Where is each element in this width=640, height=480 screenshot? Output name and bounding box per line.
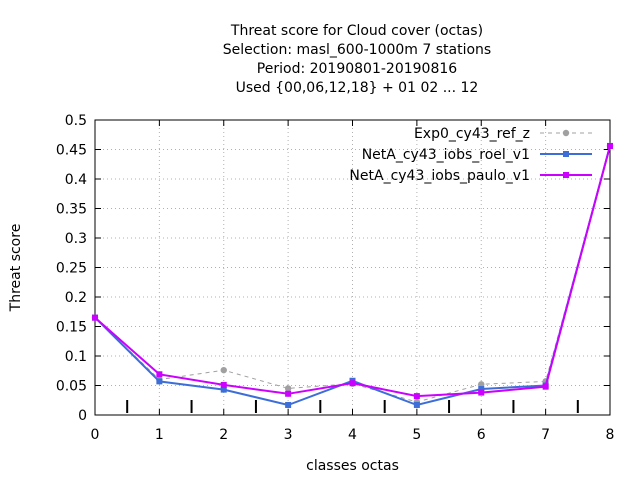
data-point [478,386,485,393]
title-line-1: Selection: masl_600-1000m 7 stations [223,42,491,58]
legend-marker [562,129,570,137]
x-tick-label: 6 [477,427,486,443]
title-line-0: Threat score for Cloud cover (octas) [230,23,483,39]
y-tick-label: 0.15 [56,320,87,336]
legend-label: NetA_cy43_iobs_roel_v1 [362,147,530,163]
legend-item-0: Exp0_cy43_ref_z [414,126,592,142]
data-point [478,389,485,396]
axis-ticks: 0 0.05 0.1 0.15 0.2 0.25 0.3 0.35 0.4 0.45 0.5 0 1 2 3… [56,113,615,443]
class-bin-markers [126,400,579,413]
data-point [285,401,292,408]
x-tick-label: 5 [412,427,421,443]
data-point [413,393,420,400]
data-point [220,366,227,374]
grid [95,120,610,415]
legend-label: NetA_cy43_iobs_paulo_v1 [349,168,530,184]
data-point [92,314,98,321]
y-tick-label: 0.05 [56,379,87,395]
legend-label: Exp0_cy43_ref_z [414,126,530,142]
y-tick-label: 0.4 [65,172,87,188]
y-tick-label: 0.35 [56,202,87,218]
legend-item-1: NetA_cy43_iobs_roel_v1 [362,147,592,163]
legend: Exp0_cy43_ref_z NetA_cy43_iobs_roel_v1 Net… [349,126,592,184]
x-tick-label: 4 [348,427,357,443]
x-tick-label: 8 [606,427,615,443]
y-axis-label: Threat score [8,224,24,313]
y-tick-label: 0.1 [65,349,87,365]
series-2 [92,142,613,400]
legend-marker [563,172,569,178]
y-tick-label: 0 [78,408,87,424]
y-tick-label: 0.3 [65,231,87,247]
series [91,142,614,408]
data-point [156,371,163,378]
y-tick-label: 0.5 [65,113,87,129]
x-tick-label: 7 [541,427,550,443]
title-line-2: Period: 20190801-20190816 [257,61,457,77]
data-point [285,390,292,397]
data-point [413,401,420,408]
y-tick-label: 0.2 [65,290,87,306]
chart-title: Threat score for Cloud cover (octas) Sele… [223,23,491,96]
y-tick-label: 0.25 [56,261,87,277]
data-point [284,385,292,392]
data-point [542,383,549,390]
legend-item-2: NetA_cy43_iobs_paulo_v1 [349,168,592,184]
title-line-3: Used {00,06,12,18} + 01 02 ... 12 [236,80,479,96]
data-point [156,378,163,385]
legend-marker [563,151,569,157]
x-tick-label: 1 [155,427,164,443]
y-tick-label: 0.45 [56,143,87,159]
x-tick-label: 2 [219,427,228,443]
x-tick-label: 0 [91,427,100,443]
data-point [349,380,356,387]
data-point [220,381,227,388]
x-axis-label: classes octas [306,458,399,474]
data-point [607,142,613,149]
data-point [478,381,485,388]
x-tick-label: 3 [284,427,293,443]
data-point [220,386,227,393]
